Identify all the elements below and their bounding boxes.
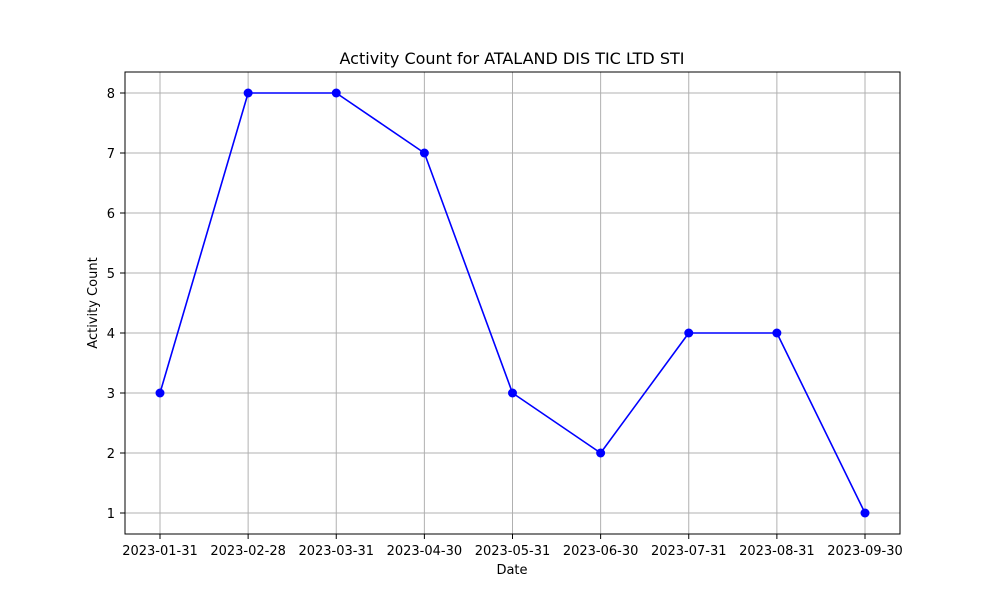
x-axis-label: Date: [496, 563, 527, 578]
x-tick-label: 2023-01-31: [122, 544, 198, 559]
data-point: [155, 388, 165, 398]
x-tick-label: 2023-04-30: [387, 544, 463, 559]
data-point: [243, 88, 253, 98]
series-layer: [155, 88, 870, 518]
y-tick-label: 4: [107, 327, 115, 342]
x-tick-label: 2023-09-30: [827, 544, 903, 559]
y-tick-label: 6: [107, 207, 115, 222]
grid-layer: [125, 72, 900, 534]
x-tick-label: 2023-05-31: [475, 544, 551, 559]
x-tick-label: 2023-08-31: [739, 544, 815, 559]
x-tick-label: 2023-02-28: [210, 544, 286, 559]
y-tick-label: 7: [107, 147, 115, 162]
x-tick-label: 2023-03-31: [298, 544, 374, 559]
data-point: [331, 88, 341, 98]
y-axis-label: Activity Count: [86, 257, 101, 348]
y-tick-label: 2: [107, 447, 115, 462]
data-point: [596, 448, 606, 458]
x-tick-label: 2023-06-30: [563, 544, 639, 559]
y-tick-label: 1: [107, 507, 115, 522]
data-point: [684, 328, 694, 338]
y-tick-label: 3: [107, 387, 115, 402]
data-point: [860, 508, 870, 518]
x-tick-label: 2023-07-31: [651, 544, 727, 559]
chart-title: Activity Count for ATALAND DIS TIC LTD S…: [340, 49, 685, 68]
y-tick-label: 5: [107, 267, 115, 282]
data-point: [419, 148, 429, 158]
data-point: [508, 388, 517, 398]
ticks-layer: 2023-01-31 2023-02-28 2023-03-31 2023-04-30…: [107, 87, 903, 559]
y-tick-label: 8: [107, 87, 115, 102]
data-point: [772, 328, 782, 338]
